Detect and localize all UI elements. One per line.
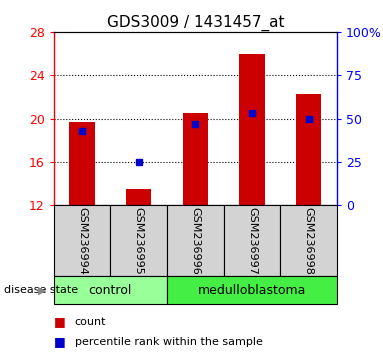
Text: ▶: ▶ [38, 285, 47, 295]
Bar [224, 205, 280, 276]
Text: disease state: disease state [4, 285, 78, 295]
Bar [54, 276, 167, 304]
Text: GSM236998: GSM236998 [304, 207, 314, 275]
Title: GDS3009 / 1431457_at: GDS3009 / 1431457_at [106, 14, 284, 30]
Text: ■: ■ [54, 315, 65, 328]
Bar [110, 205, 167, 276]
Text: ■: ■ [54, 335, 65, 348]
Text: medulloblastoma: medulloblastoma [198, 284, 306, 297]
Bar [183, 113, 208, 205]
Text: GSM236995: GSM236995 [134, 207, 144, 275]
Bar [69, 122, 95, 205]
Text: GSM236996: GSM236996 [190, 207, 200, 275]
Text: GSM236994: GSM236994 [77, 207, 87, 275]
Text: count: count [75, 317, 106, 327]
Bar [167, 276, 337, 304]
Bar [54, 205, 110, 276]
Bar [296, 94, 321, 205]
Bar [126, 189, 151, 205]
Bar [280, 205, 337, 276]
Text: GSM236997: GSM236997 [247, 207, 257, 275]
Bar [167, 205, 224, 276]
Bar [239, 53, 265, 205]
Text: control: control [88, 284, 132, 297]
Text: percentile rank within the sample: percentile rank within the sample [75, 337, 263, 347]
